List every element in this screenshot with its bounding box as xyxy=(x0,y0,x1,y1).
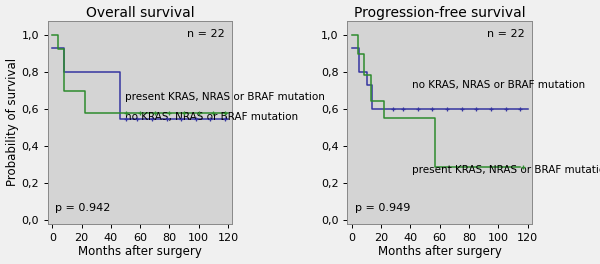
X-axis label: Months after surgery: Months after surgery xyxy=(378,246,502,258)
X-axis label: Months after surgery: Months after surgery xyxy=(78,246,202,258)
Title: Progression-free survival: Progression-free survival xyxy=(354,6,526,20)
Text: p = 0.949: p = 0.949 xyxy=(355,204,410,214)
Text: present KRAS, NRAS or BRAF mutation: present KRAS, NRAS or BRAF mutation xyxy=(125,92,325,102)
Text: n = 22: n = 22 xyxy=(187,29,225,39)
Text: present KRAS, NRAS or BRAF mutation: present KRAS, NRAS or BRAF mutation xyxy=(412,165,600,175)
Text: n = 22: n = 22 xyxy=(487,29,524,39)
Text: no KRAS, NRAS or BRAF mutation: no KRAS, NRAS or BRAF mutation xyxy=(125,112,299,122)
Title: Overall survival: Overall survival xyxy=(86,6,194,20)
Text: p = 0.942: p = 0.942 xyxy=(55,204,111,214)
Y-axis label: Probability of survival: Probability of survival xyxy=(5,58,19,186)
Text: no KRAS, NRAS or BRAF mutation: no KRAS, NRAS or BRAF mutation xyxy=(412,80,585,90)
